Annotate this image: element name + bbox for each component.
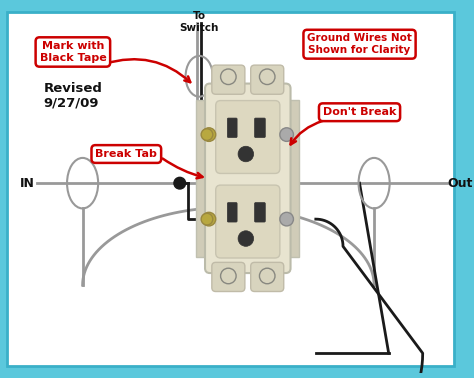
FancyBboxPatch shape [228,203,237,222]
FancyBboxPatch shape [251,262,284,291]
FancyBboxPatch shape [255,118,265,138]
Circle shape [259,69,275,85]
Circle shape [202,128,216,141]
Circle shape [280,212,293,226]
FancyBboxPatch shape [212,65,245,94]
FancyBboxPatch shape [216,101,280,174]
Circle shape [174,177,186,189]
Text: Break Tab: Break Tab [95,149,157,159]
Circle shape [201,129,213,140]
Circle shape [220,268,236,284]
FancyBboxPatch shape [255,203,265,222]
Circle shape [201,213,213,225]
Circle shape [202,212,216,226]
Text: IN: IN [19,177,34,190]
Text: Ground Wires Not
Shown for Clarity: Ground Wires Not Shown for Clarity [307,33,412,55]
FancyBboxPatch shape [228,118,237,138]
Text: Mark with
Black Tape: Mark with Black Tape [39,41,106,63]
Circle shape [238,231,254,246]
Circle shape [259,268,275,284]
FancyBboxPatch shape [212,262,245,291]
FancyBboxPatch shape [216,185,280,258]
Circle shape [238,146,254,162]
Text: Out: Out [447,177,473,190]
FancyBboxPatch shape [251,65,284,94]
Circle shape [280,128,293,141]
Text: Don't Break: Don't Break [323,107,396,117]
Text: Revised
9/27/09: Revised 9/27/09 [44,82,102,110]
Circle shape [220,69,236,85]
Text: To
Switch: To Switch [180,11,219,33]
Bar [196,100,299,257]
FancyBboxPatch shape [205,84,291,273]
